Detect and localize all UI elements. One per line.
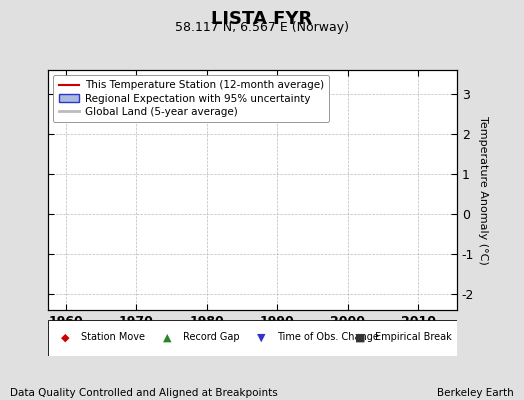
Text: Record Gap: Record Gap [183,332,239,342]
Text: Time of Obs. Change: Time of Obs. Change [277,332,379,342]
Text: Data Quality Controlled and Aligned at Breakpoints: Data Quality Controlled and Aligned at B… [10,388,278,398]
FancyBboxPatch shape [48,320,457,356]
Text: 58.117 N, 6.567 E (Norway): 58.117 N, 6.567 E (Norway) [175,21,349,34]
Legend: This Temperature Station (12-month average), Regional Expectation with 95% uncer: This Temperature Station (12-month avera… [53,75,329,122]
Text: ◆: ◆ [60,332,69,342]
Text: ▲: ▲ [162,332,171,342]
Text: Berkeley Earth: Berkeley Earth [437,388,514,398]
Text: Empirical Break: Empirical Break [375,332,452,342]
Y-axis label: Temperature Anomaly (°C): Temperature Anomaly (°C) [478,116,488,264]
Text: LISTA FYR: LISTA FYR [211,10,313,28]
Text: ■: ■ [355,332,365,342]
Text: ▼: ▼ [257,332,265,342]
Text: Station Move: Station Move [81,332,145,342]
